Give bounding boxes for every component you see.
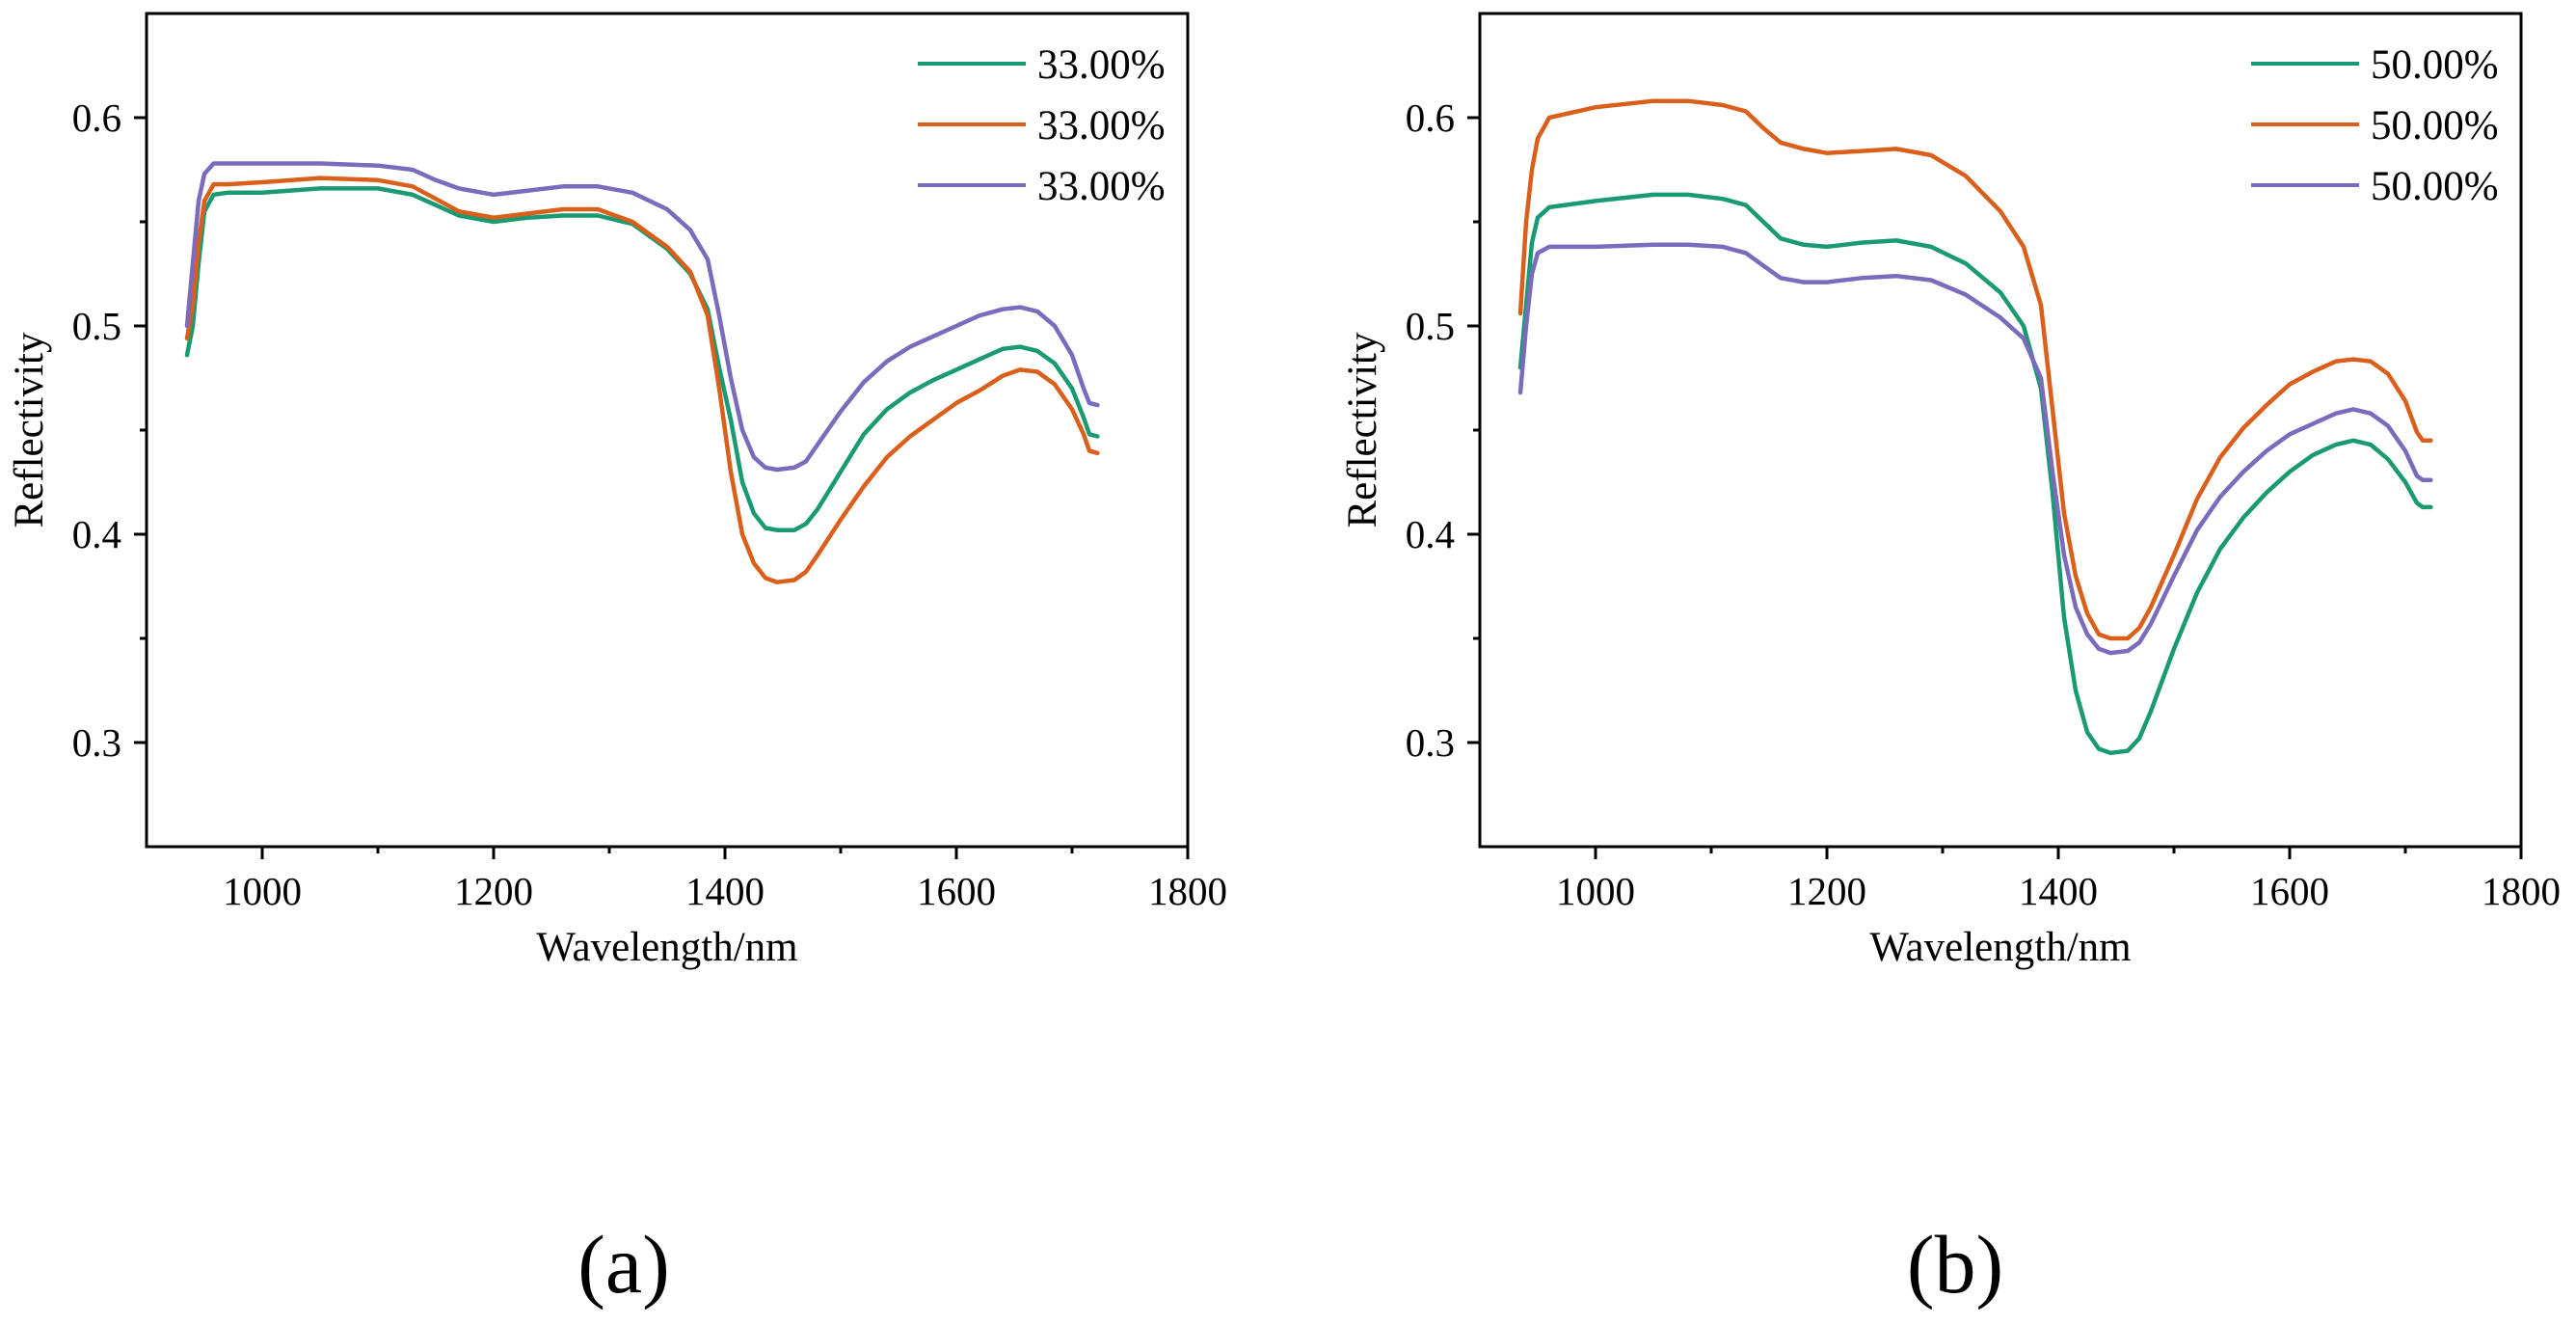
x-tick-label: 1000 [223,869,302,913]
series-line-1 [1517,192,2433,756]
x-axis-label: Wavelength/nm [1869,925,2131,970]
x-tick-label: 1400 [2019,869,2098,913]
series-line-3 [184,161,1100,473]
series-lines [184,161,1100,584]
legend: 50.00% 50.00% 50.00% [2251,42,2499,209]
series-line-2 [1517,98,2433,641]
legend-label: 50.00% [2371,42,2499,88]
y-tick-label: 0.6 [1406,95,1455,140]
plot-frame [145,12,1190,849]
series-line-1 [184,186,1100,532]
series-lines [1517,98,2433,756]
legend-label: 33.00% [1037,42,1166,88]
y-tick-label: 0.4 [1406,512,1455,556]
panel-label: (a) [577,1218,669,1311]
y-tick-label: 0.6 [72,95,121,140]
x-tick-label: 1600 [2250,869,2329,913]
x-tick-label: 1400 [685,869,765,913]
axis-ticks: 1000 1200 1400 1600 1800 0.3 0.4 0.5 0.6 [72,95,1227,913]
x-tick-label: 1000 [1556,869,1635,913]
x-axis-label: Wavelength/nm [536,925,797,970]
y-tick-label: 0.4 [72,512,121,556]
y-tick-label: 0.3 [72,720,121,765]
y-tick-label: 0.3 [1406,720,1455,765]
legend-label: 33.00% [1037,103,1166,149]
panel-label: (b) [1907,1218,2003,1311]
y-axis-label: Reflectivity [1340,332,1385,527]
series-line-3 [1517,242,2433,656]
y-tick-label: 0.5 [72,304,121,348]
plot-frame [1478,12,2523,849]
y-tick-label: 0.5 [1406,304,1455,348]
panel-a: 1000 1200 1400 1600 1800 0.3 0.4 0.5 0.6 Wavelen… [7,12,1227,1311]
x-tick-label: 1800 [1148,869,1227,913]
legend-label: 50.00% [2371,103,2499,149]
legend-label: 33.00% [1037,164,1166,209]
x-tick-label: 1800 [2482,869,2561,913]
legend-label: 50.00% [2371,164,2499,209]
x-tick-label: 1600 [917,869,996,913]
series-line-2 [184,176,1100,584]
panel-b: 1000 1200 1400 1600 1800 0.3 0.4 0.5 0.6 Wavelen… [1340,12,2561,1311]
axis-ticks: 1000 1200 1400 1600 1800 0.3 0.4 0.5 0.6 [1406,95,2561,913]
y-axis-label: Reflectivity [7,332,52,527]
legend: 33.00% 33.00% 33.00% [918,42,1166,209]
x-tick-label: 1200 [454,869,533,913]
x-tick-label: 1200 [1787,869,1866,913]
